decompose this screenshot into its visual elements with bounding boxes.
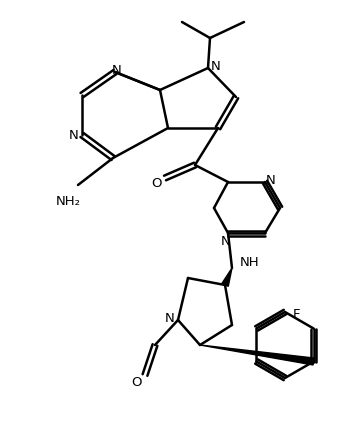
Polygon shape [200, 345, 314, 365]
Text: N: N [112, 63, 122, 77]
Text: N: N [165, 312, 175, 324]
Text: N: N [211, 59, 221, 72]
Text: N: N [69, 128, 79, 142]
Text: F: F [293, 309, 301, 321]
Text: NH: NH [240, 256, 260, 270]
Text: N: N [266, 173, 276, 187]
Text: NH₂: NH₂ [56, 194, 80, 208]
Text: N: N [221, 235, 231, 247]
Text: O: O [152, 176, 162, 190]
Text: O: O [132, 377, 142, 389]
Polygon shape [222, 268, 232, 286]
